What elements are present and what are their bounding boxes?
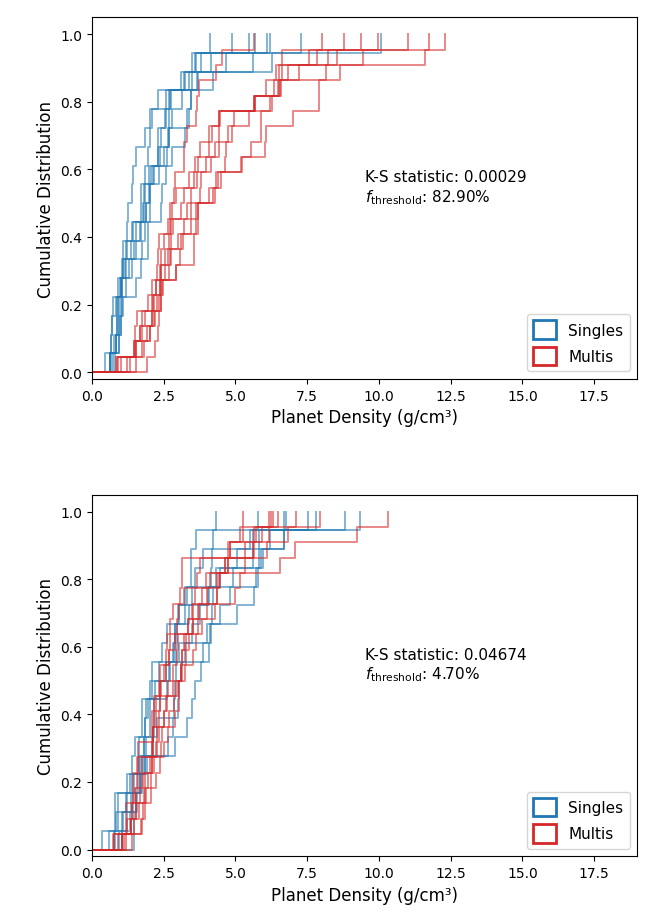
Legend: Singles, Multis: Singles, Multis bbox=[527, 792, 629, 849]
X-axis label: Planet Density (g/cm³): Planet Density (g/cm³) bbox=[271, 885, 458, 904]
Y-axis label: Cumulative Distribution: Cumulative Distribution bbox=[37, 578, 55, 774]
Text: K-S statistic: 0.04674
$f_{\rm threshold}$: 4.70%: K-S statistic: 0.04674 $f_{\rm threshold… bbox=[365, 647, 526, 683]
X-axis label: Planet Density (g/cm³): Planet Density (g/cm³) bbox=[271, 409, 458, 426]
Y-axis label: Cumulative Distribution: Cumulative Distribution bbox=[37, 100, 55, 297]
Text: K-S statistic: 0.00029
$f_{\rm threshold}$: 82.90%: K-S statistic: 0.00029 $f_{\rm threshold… bbox=[365, 170, 526, 207]
Legend: Singles, Multis: Singles, Multis bbox=[527, 315, 629, 372]
